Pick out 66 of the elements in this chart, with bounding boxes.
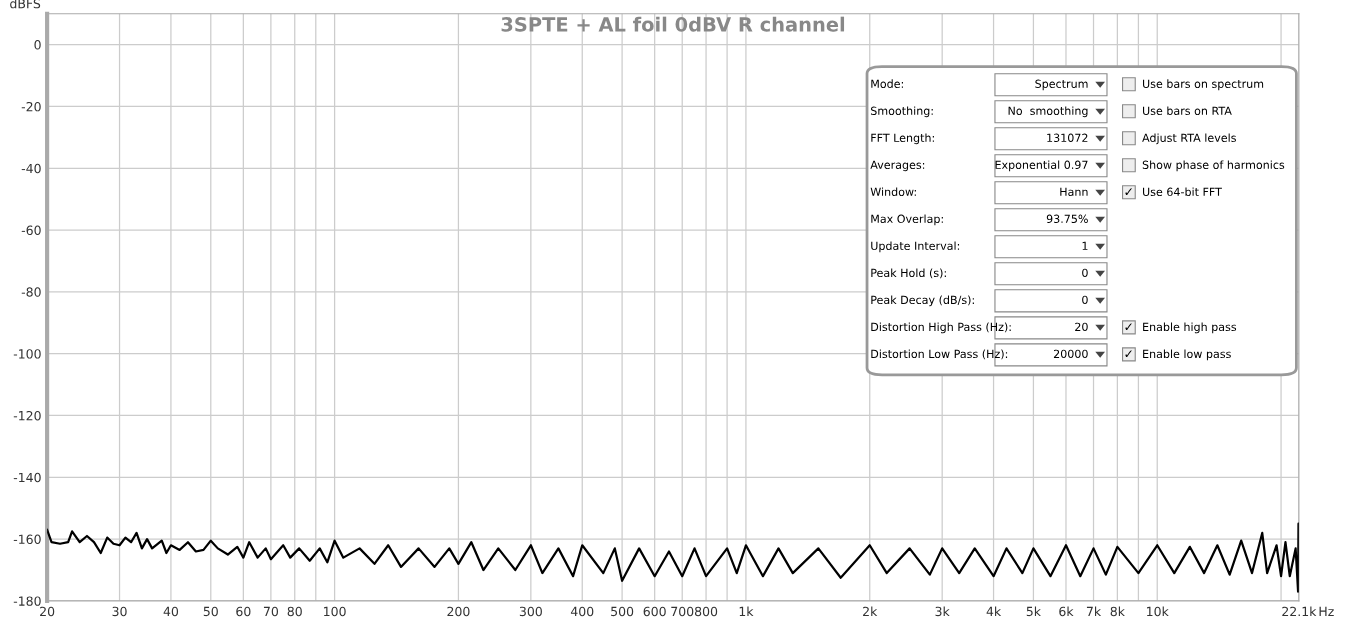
x-tick-label: 600 — [643, 606, 666, 617]
annotation: Window: — [870, 187, 916, 197]
x-tick-label: 10k — [1147, 606, 1169, 617]
x-tick-label: 40 — [163, 606, 179, 617]
x-tick-label: 2k — [863, 606, 878, 616]
annotation: No smoothing — [1008, 106, 1088, 118]
x-tick-label: 4k — [986, 606, 1002, 616]
annotation: 0 — [1082, 295, 1088, 305]
annotation: Distortion High Pass (Hz): — [871, 322, 1011, 334]
x-tick-label: 50 — [203, 606, 218, 617]
x-tick-label: 30 — [112, 606, 127, 617]
y-tick-label: -140 — [13, 472, 41, 483]
annotation: Averages: — [870, 160, 925, 172]
annotation: FFT Length: — [871, 133, 934, 145]
x-tick-label: 3k — [935, 606, 950, 617]
annotation: ✓ Use 64-bit FFT — [1125, 187, 1222, 197]
annotation: 93.75% — [1046, 214, 1088, 224]
x-tick-label: 22.1k — [1282, 606, 1317, 616]
x-tick-label: 6k — [1059, 606, 1074, 617]
annotation: Exponential 0.97 — [995, 160, 1088, 172]
x-tick-label: 800 — [694, 606, 718, 617]
x-tick-label: 700 — [671, 606, 694, 617]
annotation: 0 — [1082, 268, 1088, 278]
x-tick-label: 20 — [40, 606, 55, 617]
x-tick-label: 100 — [324, 606, 346, 617]
x-tick-label: 7k — [1086, 606, 1102, 616]
chart-title: 3SPTE + AL foil 0dBV R channel — [501, 16, 845, 32]
x-tick-label: 200 — [447, 606, 470, 617]
annotation: Use bars on RTA — [1143, 106, 1232, 115]
x-tick-label: 1k — [739, 606, 754, 616]
x-tick-label: 400 — [570, 606, 594, 617]
x-tick-label: 80 — [287, 606, 302, 617]
annotation: Peak Decay (dB/s): — [871, 295, 974, 307]
annotation: Spectrum — [1035, 79, 1088, 91]
annotation: ✓ Enable high pass — [1125, 322, 1237, 334]
annotation: Distortion Low Pass (Hz): — [871, 349, 1008, 360]
y-tick-label: -60 — [21, 225, 41, 235]
annotation: Mode: — [871, 79, 903, 88]
y-tick-label: -80 — [21, 287, 41, 297]
y-tick-label: -120 — [13, 410, 41, 421]
annotation: Hann — [1060, 187, 1088, 197]
x-tick-label: 500 — [611, 606, 634, 617]
y-tick-label: -160 — [13, 534, 41, 545]
x-tick-label: 5k — [1026, 606, 1041, 617]
y-tick-label: -180 — [13, 596, 41, 606]
x-tick-label: 8k — [1110, 606, 1125, 617]
y-tick-label: -100 — [13, 349, 41, 359]
x-tick-label: 70 — [263, 606, 279, 617]
annotation: 20000 — [1053, 349, 1088, 359]
x-tick-label: 300 — [519, 606, 542, 617]
annotation: 131072 — [1047, 133, 1088, 142]
annotation: Smoothing: — [871, 106, 933, 118]
x-tick-label: 60 — [236, 606, 251, 617]
annotation: ✓ Enable low pass — [1125, 349, 1231, 361]
annotation: Peak Hold (s): — [871, 268, 946, 279]
annotation: 1 — [1082, 241, 1088, 250]
annotation: Use bars on spectrum — [1143, 79, 1264, 91]
annotation: 20 — [1075, 322, 1088, 332]
x-axis-title: Hz — [1319, 606, 1334, 616]
annotation: Update Interval: — [871, 241, 960, 253]
annotation: Show phase of harmonics — [1142, 160, 1285, 172]
annotation: Max Overlap: — [871, 214, 943, 226]
y-tick-label: -20 — [21, 101, 41, 112]
annotation: Adjust RTA levels — [1142, 133, 1236, 145]
y-tick-label: -40 — [21, 163, 41, 174]
y-tick-label: 0 — [34, 40, 41, 50]
